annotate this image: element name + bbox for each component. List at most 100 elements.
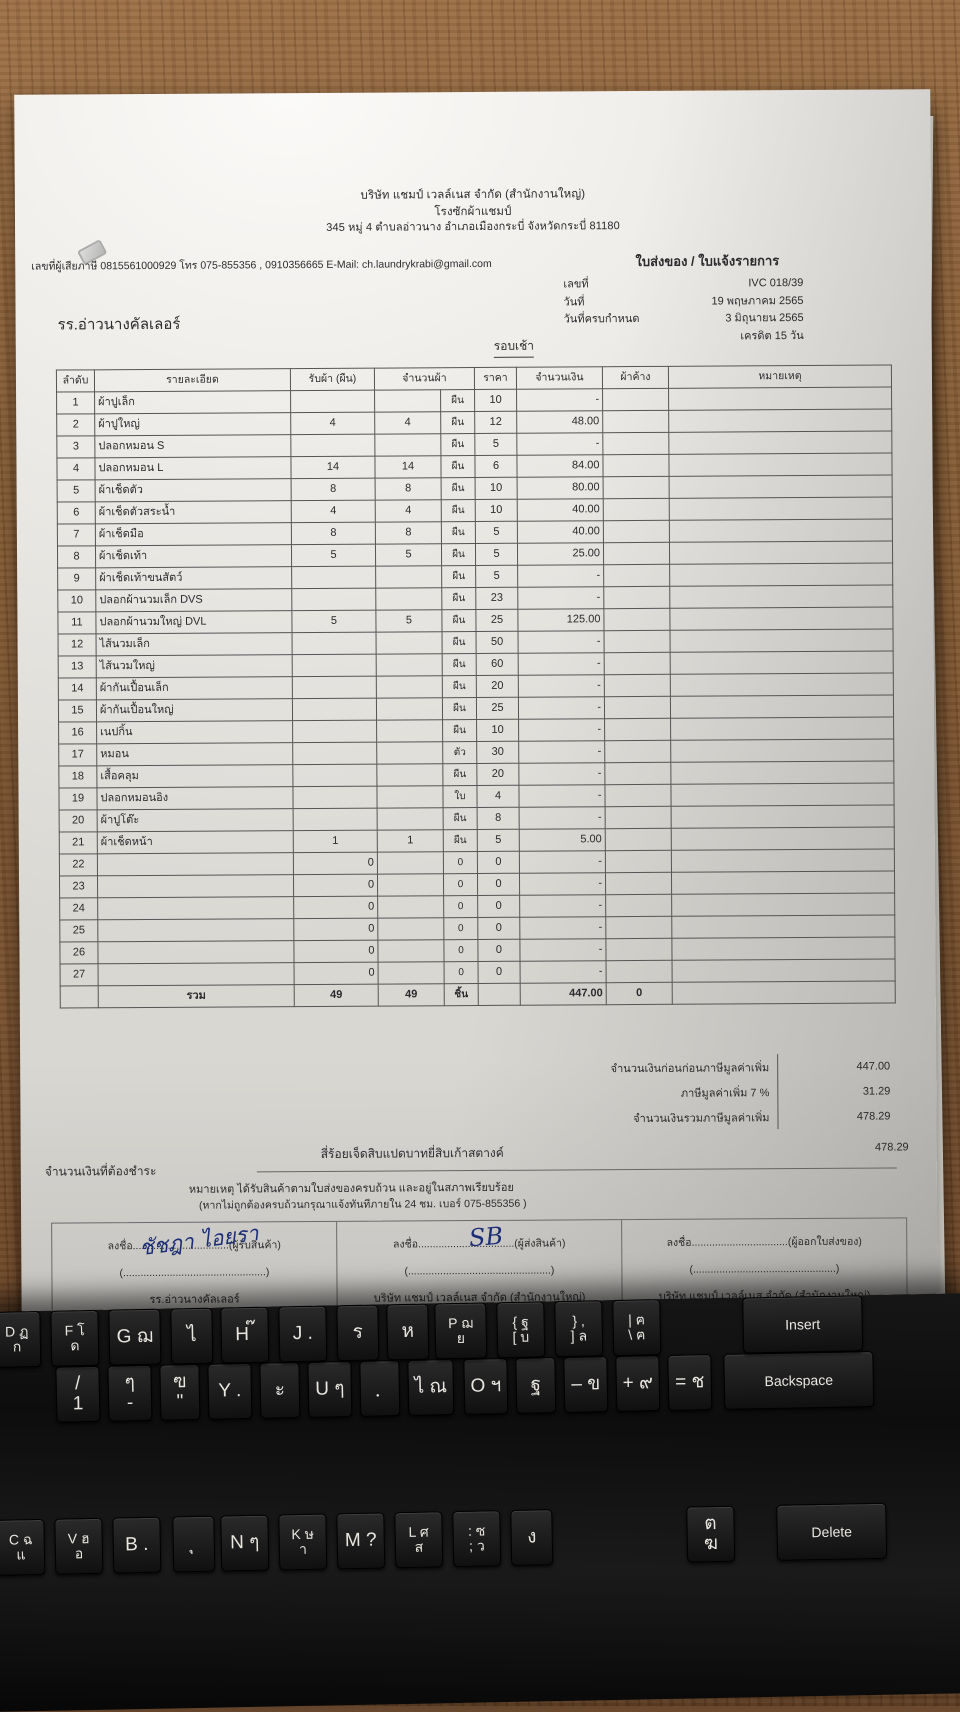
cell-no: 2 bbox=[57, 414, 95, 436]
cell-unit: 0 bbox=[444, 939, 478, 961]
keyboard-key[interactable]: ุ bbox=[172, 1516, 215, 1573]
cell-unit: 0 bbox=[443, 873, 477, 895]
keyboard-key[interactable]: H ๊ bbox=[220, 1307, 269, 1364]
keyboard-key[interactable]: J . bbox=[278, 1305, 327, 1362]
keyboard-key[interactable]: G ฌ bbox=[108, 1309, 161, 1366]
keyboard-key[interactable]: ร bbox=[336, 1304, 379, 1361]
cell-price: 0 bbox=[478, 895, 520, 917]
keyboard-key[interactable]: : ซ ; ว bbox=[452, 1510, 501, 1567]
remark-line-2: (หากไม่ถูกต้องครบถ้วนกรุณาแจ้งทันทีภายใน… bbox=[199, 1195, 527, 1214]
cell-no: 3 bbox=[57, 436, 95, 458]
cell-price: 12 bbox=[475, 411, 517, 433]
keyboard-key[interactable]: ต ฆ bbox=[686, 1506, 735, 1563]
cell-amount: - bbox=[518, 565, 604, 588]
cell-no: 22 bbox=[59, 854, 97, 876]
cell-unit: 0 bbox=[444, 917, 478, 939]
total-price bbox=[478, 983, 520, 1005]
cell-pending bbox=[603, 520, 669, 542]
cell-received bbox=[293, 786, 377, 809]
cell-no: 10 bbox=[58, 590, 96, 612]
cell-pending bbox=[605, 718, 671, 740]
cell-no: 16 bbox=[59, 722, 97, 744]
cell-price: 20 bbox=[476, 675, 518, 697]
summary-value: 31.29 bbox=[778, 1085, 896, 1098]
keyboard-key[interactable]: L ศ ส bbox=[394, 1511, 443, 1568]
column-header-pending: ผ้าค้าง bbox=[602, 366, 668, 388]
cell-amount: 80.00 bbox=[517, 477, 603, 500]
signature-block-receiver[interactable]: ชัชฎา ไอยรา ลงชื่อ......................… bbox=[52, 1222, 337, 1318]
cell-no: 11 bbox=[58, 612, 96, 634]
cell-no: 9 bbox=[58, 568, 96, 590]
column-header-no: ลำดับ bbox=[56, 370, 94, 392]
keyboard-key[interactable]: { ฐ [ บ bbox=[496, 1301, 545, 1358]
keyboard-key[interactable]: V ฮ อ bbox=[54, 1518, 103, 1575]
cell-pending bbox=[604, 696, 670, 718]
cell-qty bbox=[378, 940, 444, 962]
cell-price: 0 bbox=[478, 939, 520, 961]
cell-note bbox=[670, 607, 893, 630]
cell-no: 21 bbox=[59, 832, 97, 854]
cell-desc: ปลอกหมอน L bbox=[95, 457, 291, 480]
column-header-desc: รายละเอียด bbox=[94, 369, 290, 392]
summary-value: 447.00 bbox=[778, 1060, 896, 1073]
cell-received: 0 bbox=[294, 962, 378, 985]
keyboard-key[interactable]: } , ] ล bbox=[554, 1300, 603, 1357]
cell-unit: ผืน bbox=[443, 807, 477, 829]
keyboard-key[interactable]: ห bbox=[386, 1304, 429, 1361]
cell-amount: - bbox=[518, 697, 604, 720]
cell-received bbox=[292, 654, 376, 677]
cell-received: 1 bbox=[293, 830, 377, 853]
cell-price: 4 bbox=[477, 785, 519, 807]
amount-due-label: จำนวนเงินที่ต้องชำระ bbox=[45, 1162, 157, 1182]
cell-unit: 0 bbox=[443, 851, 477, 873]
keyboard-key[interactable]: C ฉ แ bbox=[0, 1519, 45, 1576]
cell-desc: หมอน bbox=[97, 743, 293, 766]
cell-pending bbox=[603, 432, 669, 454]
cell-amount: - bbox=[519, 807, 605, 830]
keyboard-key[interactable]: F โ ด bbox=[50, 1310, 99, 1367]
cell-note bbox=[672, 937, 895, 960]
summary-row-grandtotal: จำนวนเงินรวมภาษีมูลค่าเพิ่ม 478.29 bbox=[460, 1103, 896, 1131]
column-header-amount: จำนวนเงิน bbox=[516, 367, 602, 390]
cell-received bbox=[292, 698, 376, 721]
cell-desc: เสื้อคลุม bbox=[97, 765, 293, 788]
cell-price: 10 bbox=[475, 499, 517, 521]
summary-row-subtotal: จำนวนเงินก่อนก่อนภาษีมูลค่าเพิ่ม 447.00 bbox=[460, 1053, 896, 1081]
keyboard-key[interactable]: N ๆ bbox=[220, 1515, 269, 1572]
keyboard-key[interactable]: | ฅ \ ฅ bbox=[612, 1299, 661, 1356]
cell-note bbox=[671, 783, 894, 806]
keyboard-key[interactable]: ง bbox=[510, 1509, 553, 1566]
document-meta-block: เลขที่ IVC 018/39 วันที่ 19 พฤษภาคม 2565… bbox=[563, 275, 803, 347]
cell-amount: - bbox=[517, 433, 603, 456]
keyboard-key[interactable]: B . bbox=[112, 1517, 161, 1574]
summary-row-vat: ภาษีมูลค่าเพิ่ม 7 % 31.29 bbox=[460, 1078, 896, 1106]
cell-desc bbox=[97, 853, 293, 876]
keyboard-key[interactable]: Delete bbox=[776, 1503, 887, 1561]
column-header-qty: จำนวนผ้า bbox=[374, 368, 474, 391]
cell-pending bbox=[603, 498, 669, 520]
cell-pending bbox=[603, 410, 669, 432]
keyboard-key[interactable]: Insert bbox=[742, 1295, 863, 1353]
cell-note bbox=[671, 717, 894, 740]
keyboard-key[interactable]: M ? bbox=[336, 1512, 385, 1569]
cell-unit: ใบ bbox=[443, 785, 477, 807]
cell-unit: ผืน bbox=[441, 544, 475, 566]
cell-no: 19 bbox=[59, 788, 97, 810]
cell-price: 10 bbox=[475, 389, 517, 411]
cell-pending bbox=[604, 652, 670, 674]
keyboard-key[interactable]: P ฌ ย bbox=[434, 1302, 487, 1359]
keyboard-key[interactable]: ไ bbox=[170, 1308, 213, 1365]
meta-row: วันที่ครบกำหนด 3 มิถุนายน 2565 bbox=[564, 310, 804, 329]
cell-no: 23 bbox=[59, 876, 97, 898]
cell-qty: 8 bbox=[375, 522, 441, 544]
cell-pending bbox=[603, 476, 669, 498]
cell-note bbox=[670, 673, 893, 696]
keyboard-key[interactable]: K ษ า bbox=[278, 1514, 327, 1571]
cell-no: 8 bbox=[57, 546, 95, 568]
cell-unit: ผืน bbox=[441, 390, 475, 412]
cell-amount: - bbox=[517, 389, 603, 412]
cell-note bbox=[671, 871, 894, 894]
cell-desc: ผ้าเช็ดมือ bbox=[95, 523, 291, 546]
keyboard-key[interactable]: D ฏ ก bbox=[0, 1311, 41, 1368]
